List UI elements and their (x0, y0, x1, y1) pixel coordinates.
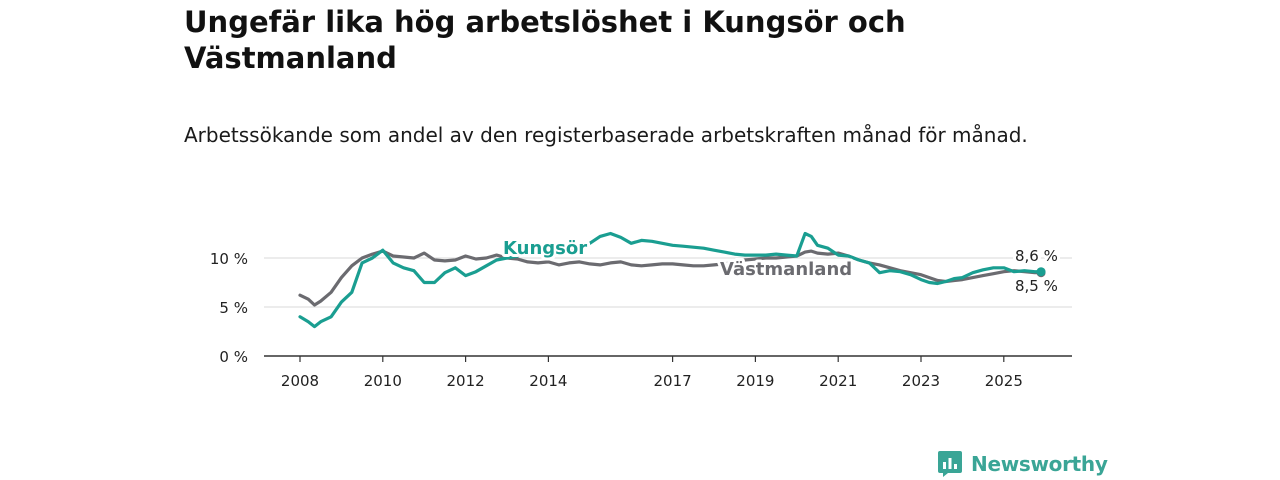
x-tick-label: 2019 (736, 372, 774, 390)
x-tick-label: 2023 (902, 372, 940, 390)
x-tick-label: 2017 (654, 372, 692, 390)
x-tick-label: 2008 (281, 372, 319, 390)
x-axis: 2008 2010 2012 2014 2017 2019 2021 2023 2025 (264, 355, 1072, 390)
x-tick-label: 2010 (364, 372, 402, 390)
end-label-vastmanland: 8,5 % (1015, 277, 1058, 295)
x-tick-label: 2025 (985, 372, 1023, 390)
y-tick-label: 5 % (219, 299, 248, 317)
series-label-kungsor: Kungsör (503, 238, 587, 259)
chart-subtitle: Arbetssökande som andel av den registerb… (184, 123, 1028, 147)
y-tick-label: 0 % (219, 348, 248, 366)
series-end-point (1036, 267, 1046, 277)
series-label-vastmanland: Västmanland (720, 259, 852, 280)
newsworthy-logo-icon (938, 451, 962, 477)
end-label-kungsor: 8,6 % (1015, 247, 1058, 265)
series-line-vastmanland (298, 249, 1043, 307)
brand-name: Newsworthy (971, 452, 1108, 476)
series-layer (298, 231, 1046, 329)
x-tick-label: 2021 (819, 372, 857, 390)
label-layer: Kungsör Västmanland 8,6 % 8,5 % (500, 235, 1061, 298)
x-tick-label: 2014 (529, 372, 567, 390)
x-tick-label: 2012 (447, 372, 485, 390)
newsworthy-logo: Newsworthy (937, 450, 1108, 478)
chart-title: Ungefär lika hög arbetslöshet i Kungsör … (184, 5, 906, 75)
series-line-kungsor (298, 231, 1043, 329)
line-chart: 0 %5 %10 % 2008 2010 2012 2014 2017 2019 2021 2… (210, 231, 1072, 390)
y-tick-label: 10 % (210, 250, 248, 268)
